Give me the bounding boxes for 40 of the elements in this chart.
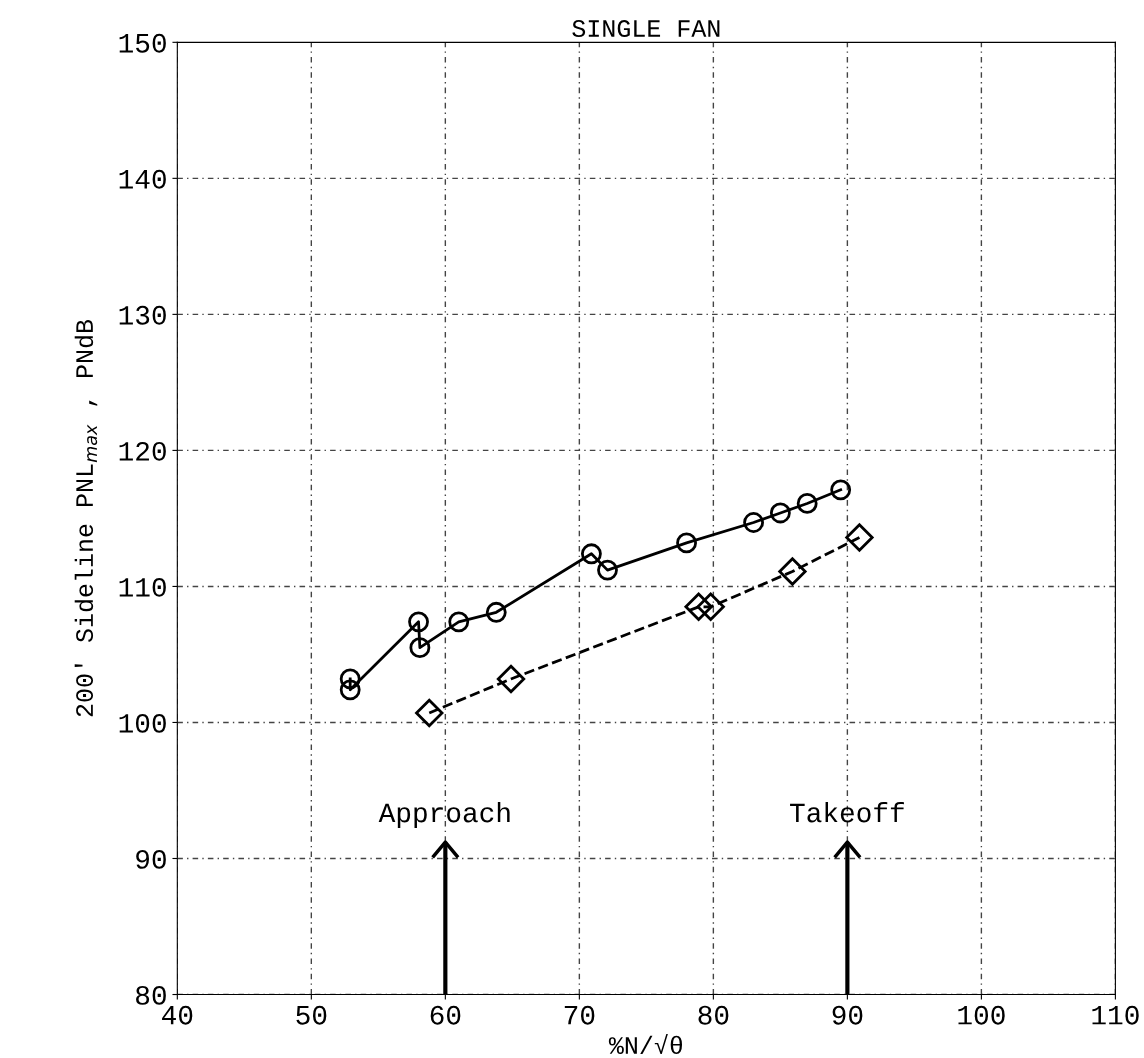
point xyxy=(581,543,602,565)
point xyxy=(769,502,791,524)
y-tick-label: 130 xyxy=(119,305,166,325)
x-tick-label: 100 xyxy=(958,1005,1005,1025)
x-tick-label: 90 xyxy=(832,1005,863,1025)
point xyxy=(409,637,431,659)
point xyxy=(339,679,361,701)
y-tick-label: 100 xyxy=(119,713,166,733)
point xyxy=(743,512,764,533)
point xyxy=(339,668,361,690)
x-tick-label: 70 xyxy=(564,1005,595,1025)
x-tick-label: 50 xyxy=(296,1005,327,1025)
point xyxy=(684,592,713,621)
y-tick-label: 90 xyxy=(136,849,166,869)
x-tick-label: 80 xyxy=(698,1005,729,1025)
x-axis-title: %N/√θ xyxy=(608,1034,683,1055)
y-tick-label: 140 xyxy=(119,169,166,189)
point xyxy=(408,611,429,633)
y-tick-label: 150 xyxy=(119,33,166,53)
x-tick-label: 110 xyxy=(1092,1005,1139,1025)
point xyxy=(830,479,852,501)
point xyxy=(485,601,507,623)
ref-line-label: Takeoff xyxy=(790,801,904,823)
x-tick-label: 40 xyxy=(162,1005,193,1025)
chart-title: SINGLE FAN xyxy=(572,20,720,38)
point xyxy=(696,592,725,621)
y-tick-label: 110 xyxy=(119,577,166,597)
x-tick-label: 60 xyxy=(430,1005,461,1025)
y-tick-label: 80 xyxy=(136,986,166,1005)
point xyxy=(448,611,470,633)
y-axis-title: 200' Sideline PNL$_{max}$ , PNdB xyxy=(74,319,98,717)
point xyxy=(676,532,697,554)
point xyxy=(845,523,874,552)
point xyxy=(496,664,526,694)
y-tick-label: 120 xyxy=(119,441,166,461)
point xyxy=(415,698,444,728)
point xyxy=(597,559,618,581)
ref-line-label: Approach xyxy=(378,801,510,828)
point xyxy=(778,557,807,586)
point xyxy=(796,493,818,514)
